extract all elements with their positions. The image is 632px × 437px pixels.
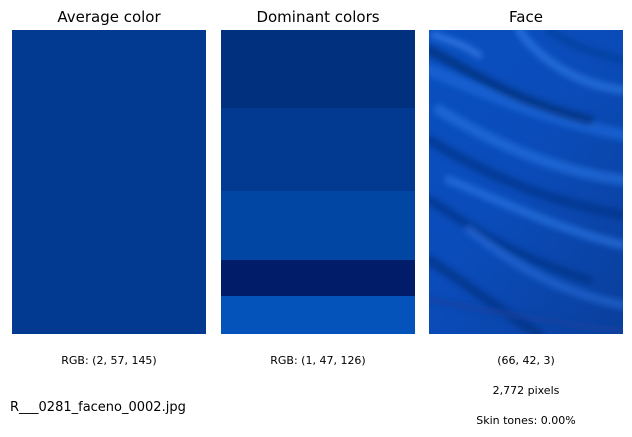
dominant-color-band xyxy=(221,30,415,108)
average-color-swatch xyxy=(12,30,206,334)
dominant-color-band xyxy=(221,295,415,334)
average-color-rgb-caption: RGB: (2, 57, 145) xyxy=(61,354,157,367)
dominant-colors-swatch xyxy=(221,30,415,334)
average-color-title: Average color xyxy=(57,8,161,26)
face-skin-tones: Skin tones: 0.00% xyxy=(476,414,576,427)
dominant-color-band xyxy=(221,191,415,260)
dominant-colors-title: Dominant colors xyxy=(256,8,380,26)
dominant-color-rgb-caption: RGB: (1, 47, 126) xyxy=(270,354,366,367)
face-image-texture xyxy=(429,30,623,334)
face-rgb-caption: (66, 42, 3) xyxy=(497,354,555,367)
face-image xyxy=(429,30,623,334)
dominant-color-band xyxy=(221,107,415,192)
dominant-color-band xyxy=(221,259,415,296)
image-filename: R___0281_faceno_0002.jpg xyxy=(10,400,186,415)
face-pixel-count: 2,772 pixels xyxy=(492,384,560,397)
face-title: Face xyxy=(509,8,543,26)
